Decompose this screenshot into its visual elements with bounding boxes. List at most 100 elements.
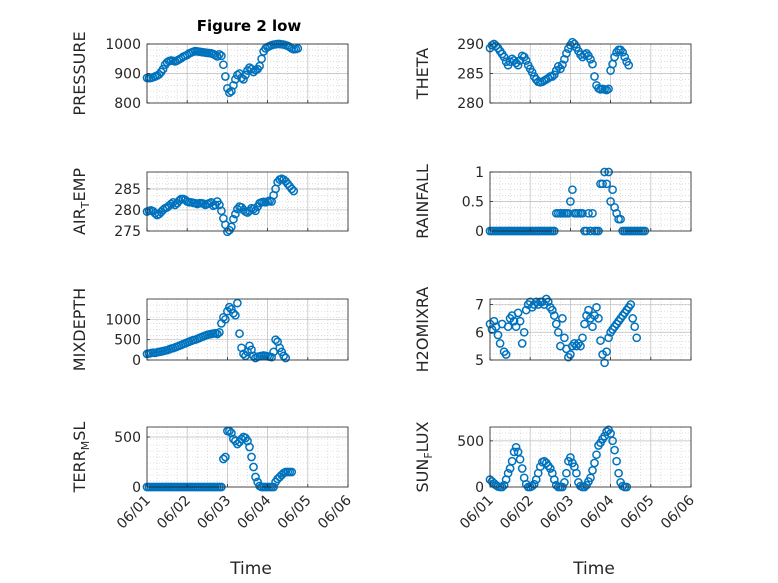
data-point — [519, 327, 529, 337]
data-point — [590, 458, 599, 468]
y-tick-label: 500 — [114, 430, 141, 446]
data-point — [287, 467, 297, 477]
data-point — [558, 60, 567, 70]
x-tick-label: 06/01 — [457, 493, 497, 533]
data-point — [281, 353, 291, 363]
y-tick-label: 275 — [114, 224, 141, 240]
data-point — [219, 454, 228, 464]
data-point — [553, 327, 563, 337]
data-point — [495, 339, 505, 348]
data-point — [578, 208, 587, 218]
data-point — [215, 327, 224, 337]
data-point — [588, 59, 597, 69]
data-point — [584, 208, 593, 218]
data-point — [279, 351, 289, 361]
y-tick-label: 0 — [132, 480, 141, 496]
axes-box — [146, 298, 349, 361]
y-axis-label-mixdepth: MIXDEPTH — [70, 288, 89, 371]
data-point — [598, 179, 607, 189]
axes-box — [489, 426, 692, 488]
data-point — [251, 206, 260, 216]
y-tick-label: 500 — [114, 333, 141, 349]
subplot-pressure: 800 900 1000 PRESSURE — [70, 31, 349, 116]
y-axis-label-pressure: PRESSURE — [70, 31, 89, 115]
x-tick-label: 06/06 — [315, 492, 355, 532]
data-point — [610, 445, 619, 455]
data-point — [616, 45, 625, 55]
y-tick-label: 285 — [457, 67, 484, 83]
data-point — [233, 204, 242, 214]
data-point — [632, 333, 642, 343]
data-point — [249, 462, 258, 472]
data-point — [578, 333, 587, 343]
data-point — [600, 358, 609, 368]
data-point — [150, 208, 160, 218]
data-point — [491, 41, 501, 51]
y-axis-label-terr-msl: TERRMSL — [70, 422, 92, 494]
data-point — [221, 314, 230, 324]
data-point — [235, 329, 244, 338]
series-mixdepth — [142, 298, 291, 363]
data-point — [245, 442, 254, 452]
data-point — [545, 464, 555, 473]
data-point — [212, 52, 222, 61]
data-point — [604, 84, 613, 94]
data-point — [535, 462, 545, 472]
data-point — [503, 322, 513, 332]
data-point — [271, 335, 280, 345]
data-point — [572, 468, 581, 478]
data-point — [547, 305, 557, 315]
y-axis-label-h2omixra: H2OMIXRA — [413, 287, 432, 373]
subplot-theta: 280 285 290 THETA — [413, 37, 692, 112]
data-point — [219, 60, 228, 70]
data-point — [293, 44, 303, 53]
x-tick-label: 06/04 — [235, 492, 275, 532]
data-point — [610, 52, 619, 62]
data-point — [558, 314, 567, 323]
x-tick-label: 06/01 — [114, 493, 154, 533]
data-point — [630, 322, 640, 332]
series-sun-flux — [485, 425, 632, 492]
data-point — [174, 196, 184, 206]
data-point — [517, 464, 527, 473]
data-point — [247, 452, 256, 462]
data-point — [592, 302, 601, 312]
data-point — [231, 75, 240, 84]
y-tick-label: 280 — [457, 96, 484, 112]
data-point — [588, 208, 597, 218]
data-point — [527, 67, 537, 77]
data-point — [529, 479, 539, 489]
data-point — [551, 319, 561, 329]
data-point — [212, 329, 222, 339]
x-tick-label: 06/05 — [618, 493, 658, 533]
data-point — [592, 450, 601, 460]
data-point — [221, 452, 230, 462]
data-point — [231, 310, 240, 320]
data-point — [517, 339, 527, 348]
x-tick-label: 06/06 — [658, 492, 698, 532]
data-point — [513, 60, 523, 70]
y-tick-label: 0 — [132, 353, 141, 369]
data-point — [576, 341, 585, 351]
subplot-rainfall: 0 0.5 1 RAINFALL — [413, 164, 692, 240]
data-point — [225, 302, 234, 312]
data-point — [608, 436, 617, 446]
figure-title: Figure 2 low — [197, 17, 302, 35]
data-point — [225, 88, 234, 98]
data-point — [580, 319, 589, 329]
data-point — [231, 209, 240, 219]
axes-box — [489, 298, 692, 361]
subplot-terr-msl: 0 500 06/01 06/02 06/03 06/04 06/05 06/06 TERRMS… — [70, 422, 355, 533]
data-point — [560, 478, 569, 487]
data-point — [249, 351, 258, 361]
data-point — [287, 184, 297, 194]
axes-box — [146, 171, 349, 232]
data-point — [503, 468, 513, 478]
data-point — [616, 214, 625, 224]
data-point — [239, 75, 248, 84]
data-point — [229, 214, 238, 224]
y-tick-label: 290 — [457, 37, 484, 53]
data-point — [499, 480, 509, 490]
y-tick-label: 1000 — [105, 312, 141, 328]
